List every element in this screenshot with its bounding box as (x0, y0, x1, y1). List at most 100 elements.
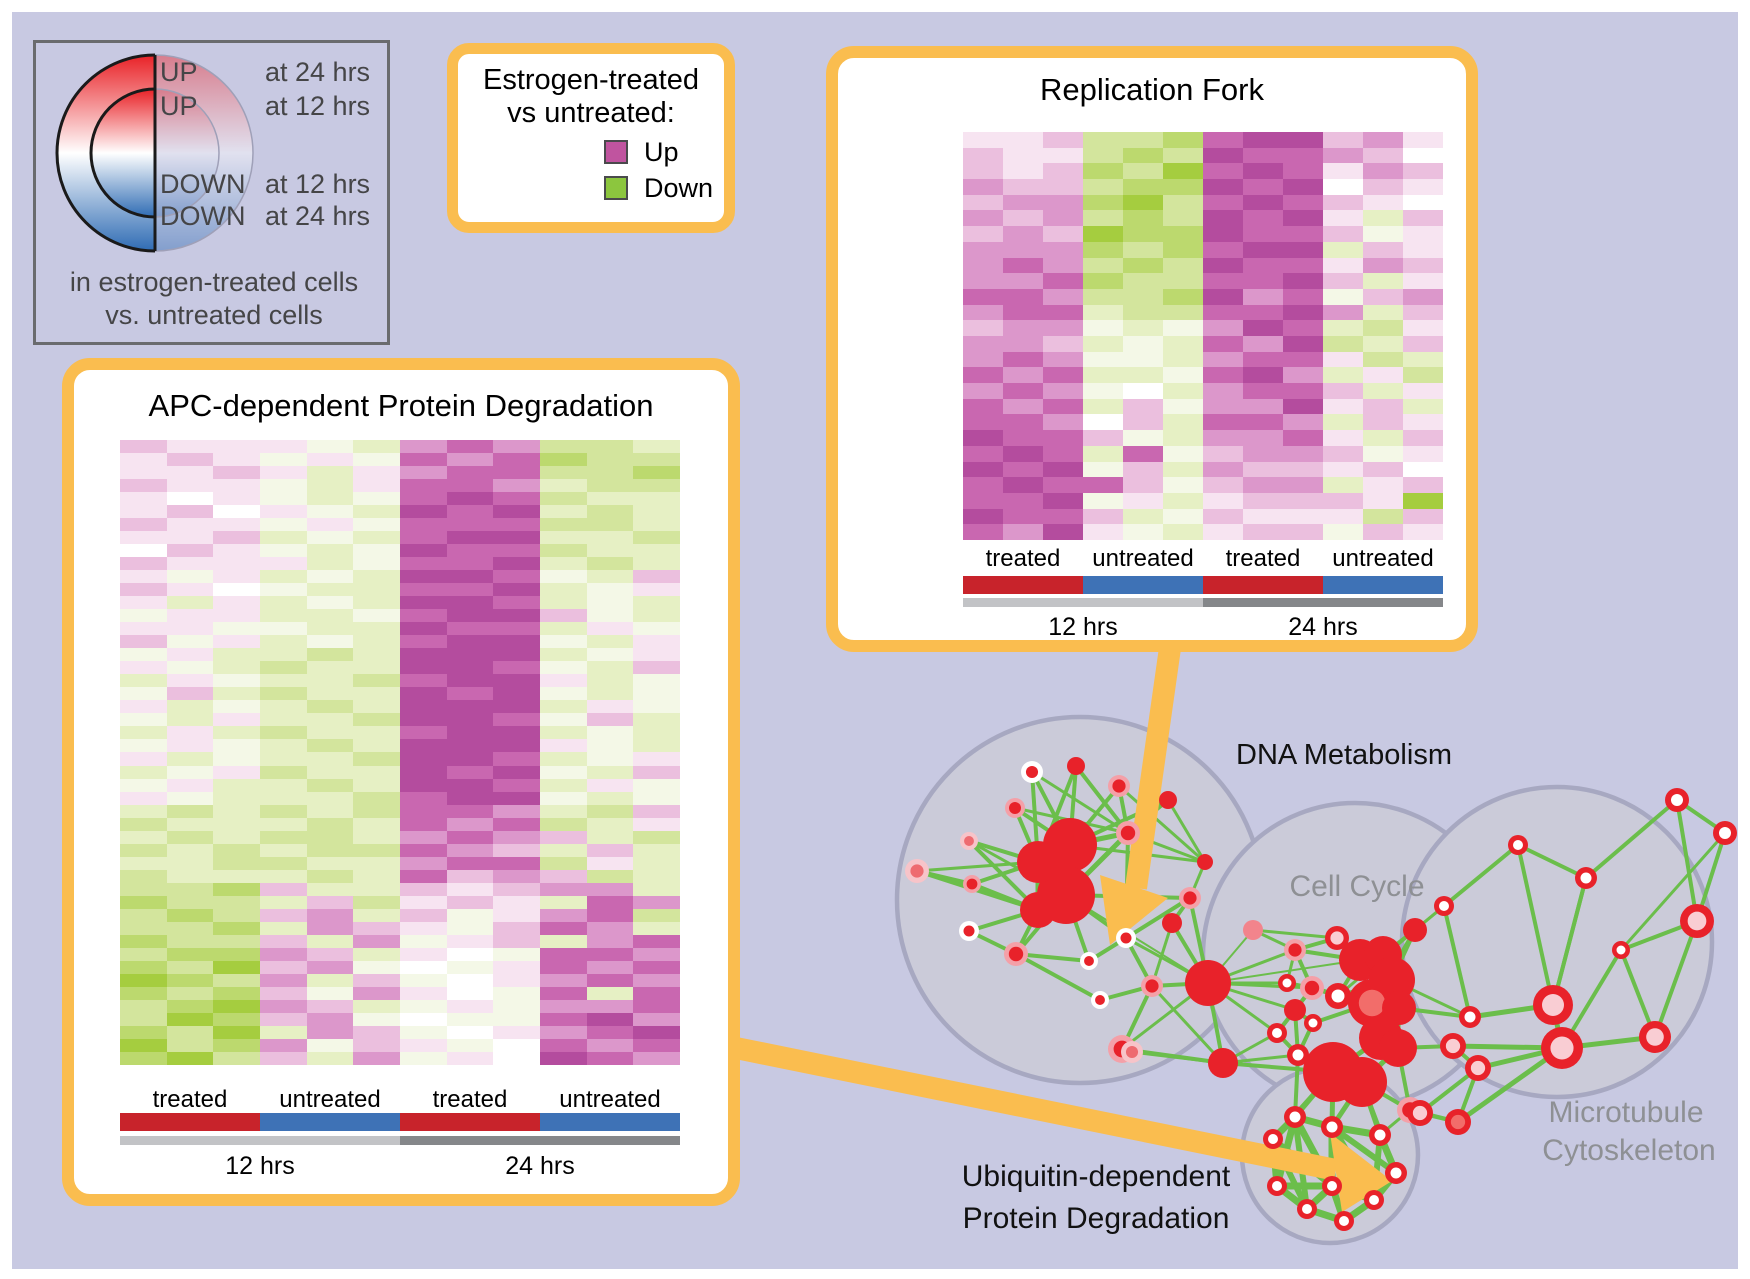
heatmap-cell (166, 739, 214, 753)
heatmap-cell (1123, 132, 1163, 148)
heatmap-cell (1203, 524, 1243, 540)
heatmap-cell (306, 739, 354, 753)
heatmap-cell (353, 882, 400, 896)
heatmap-cell (353, 1012, 400, 1026)
heatmap-cell (963, 241, 1003, 258)
apc-degradation-title: APC-dependent Protein Degradation (148, 388, 654, 423)
heatmap-cell (633, 531, 680, 545)
heatmap-cell (586, 778, 634, 792)
heatmap-cell (540, 869, 587, 883)
heatmap-cell (306, 817, 354, 831)
heatmap-cell (1283, 367, 1323, 384)
heatmap-cell (1043, 445, 1083, 462)
heatmap-cell (1323, 288, 1363, 305)
heatmap-cell (260, 765, 307, 779)
heatmap-cell (493, 947, 540, 961)
network-node (1159, 791, 1177, 809)
heatmap-cell (633, 882, 680, 896)
heatmap-cell (1083, 335, 1123, 352)
network-node-core (1687, 911, 1707, 931)
heatmap-cell (446, 817, 494, 831)
heatmap-cell (120, 544, 167, 558)
heatmap-cell (166, 648, 214, 662)
heatmap-cell (306, 830, 354, 844)
heatmap-cell (166, 596, 214, 610)
heatmap-cell (1203, 461, 1243, 478)
heatmap-cell (1243, 226, 1283, 242)
heatmap-cell (166, 869, 214, 883)
heatmap-cell (633, 583, 680, 597)
heatmap-cell (260, 635, 307, 649)
network-node-core (1513, 840, 1523, 850)
heatmap-cell (353, 661, 400, 675)
heatmap-cell (963, 367, 1003, 384)
heatmap-cell (400, 518, 447, 532)
heatmap-cell (540, 1025, 587, 1039)
cluster-label: DNA Metabolism (1236, 739, 1452, 771)
heatmap-cell (260, 492, 307, 506)
heatmap-cell (1083, 414, 1123, 431)
heatmap-cell (963, 508, 1003, 525)
heatmap-cell (260, 453, 307, 467)
heatmap-cell (1323, 477, 1363, 493)
heatmap-cell (1323, 226, 1363, 242)
heatmap-cell (260, 973, 307, 987)
heatmap-cell (1003, 163, 1043, 180)
heatmap-cell (1043, 414, 1083, 431)
network-node-core (1112, 779, 1126, 793)
heatmap-cell (166, 791, 214, 805)
heatmap-cell (493, 648, 540, 662)
heatmap-cell (1323, 194, 1363, 211)
heatmap-cell (1363, 132, 1403, 148)
heatmap-cell (586, 466, 634, 480)
heatmap-cell (166, 505, 214, 519)
heatmap-cell (400, 557, 447, 571)
heatmap-cell (400, 583, 447, 597)
heatmap-cell (1363, 430, 1403, 446)
heatmap-cell (540, 596, 587, 610)
heatmap-cell (1403, 445, 1443, 462)
heatmap-cell (400, 752, 447, 766)
heatmap-cell (1203, 445, 1243, 462)
heatmap-cell (1363, 241, 1403, 258)
heatmap-cell (166, 1038, 214, 1052)
heatmap-cell (353, 739, 400, 753)
heatmap-cell (963, 524, 1003, 540)
heatmap-cell (1163, 335, 1203, 352)
heatmap-cell (633, 1025, 680, 1039)
heatmap-cell (1203, 320, 1243, 336)
heatmap-cell (446, 713, 494, 727)
heatmap-cell (586, 674, 634, 688)
heatmap-cell (963, 383, 1003, 399)
heatmap-cell (1363, 367, 1403, 384)
heatmap-cell (166, 622, 214, 636)
heatmap-cell (353, 830, 400, 844)
heatmap-cell (213, 622, 260, 636)
down-24-direction: DOWN (160, 201, 245, 231)
network-edge (1118, 784, 1206, 864)
heatmap-cell (260, 505, 307, 519)
treatment-bar-segment (120, 1113, 260, 1131)
network-edge (1442, 843, 1520, 908)
updown-title-line1: Estrogen-treated (482, 64, 699, 96)
heatmap-cell (306, 609, 354, 623)
heatmap-cell (306, 518, 354, 532)
heatmap-cell (1163, 273, 1203, 289)
heatmap-cell (1083, 445, 1123, 462)
heatmap-cell (1123, 210, 1163, 227)
heatmap-cell (213, 479, 260, 493)
heatmap-cell (1243, 445, 1283, 462)
heatmap-cell (540, 999, 587, 1013)
time-bar-segment (120, 1136, 400, 1145)
down-12-direction: DOWN (160, 169, 245, 199)
heatmap-cell (1403, 367, 1443, 384)
heatmap-cell (1163, 430, 1203, 446)
heatmap-cell (1123, 273, 1163, 289)
network-node-core (966, 878, 978, 890)
heatmap-cell (963, 492, 1003, 509)
heatmap-cell (1123, 524, 1163, 540)
heatmap-cell (166, 609, 214, 623)
network-node-core (1326, 1121, 1338, 1133)
heatmap-cell (1323, 508, 1363, 525)
heatmap-cell (1163, 210, 1203, 227)
